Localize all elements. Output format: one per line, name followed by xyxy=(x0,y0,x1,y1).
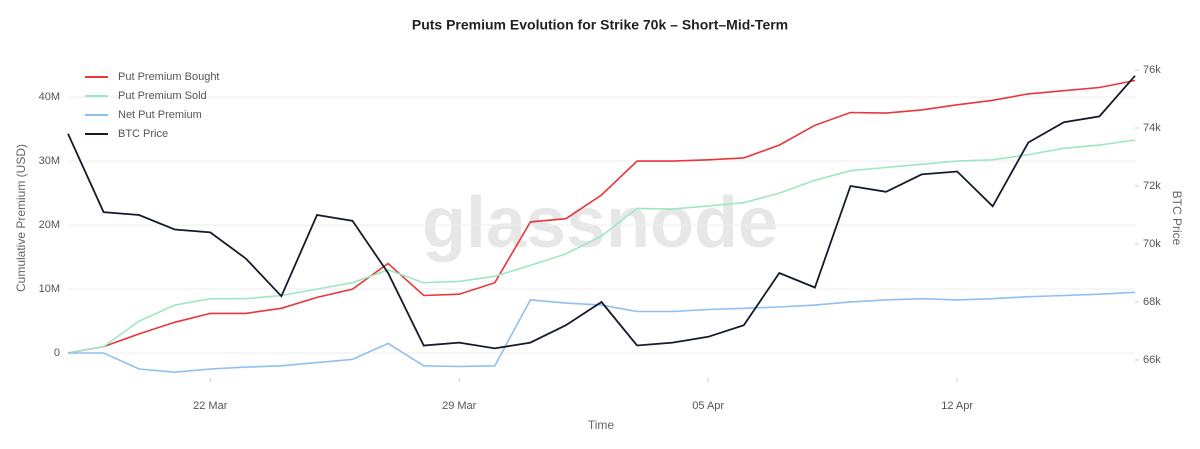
y2-tick-label: 66k xyxy=(1143,354,1161,366)
x-axis-title: Time xyxy=(588,418,615,432)
series-line xyxy=(68,291,1136,374)
x-tick-label: 05 Apr xyxy=(692,400,724,412)
y-tick-label: 10M xyxy=(39,283,60,295)
y2-tick-label: 70k xyxy=(1143,238,1161,250)
legend-label: Put Premium Sold xyxy=(118,90,207,102)
series-line xyxy=(67,139,1136,354)
x-tick-label: 22 Mar xyxy=(193,400,228,412)
y-axis-title: Cumulative Premium (USD) xyxy=(14,144,28,292)
y2-tick-label: 72k xyxy=(1143,180,1161,192)
watermark: glassnode xyxy=(422,183,778,263)
y-tick-label: 40M xyxy=(39,91,60,103)
y-tick-label: 30M xyxy=(39,155,60,167)
series-line xyxy=(67,75,1136,350)
legend-label: Net Put Premium xyxy=(118,109,202,121)
x-tick-label: 12 Apr xyxy=(941,400,973,412)
chart-title: Puts Premium Evolution for Strike 70k – … xyxy=(412,17,788,33)
y2-tick-label: 74k xyxy=(1143,122,1161,134)
y-tick-label: 20M xyxy=(39,219,60,231)
series-line xyxy=(67,79,1136,354)
y2-tick-label: 68k xyxy=(1143,296,1161,308)
legend-label: Put Premium Bought xyxy=(118,71,220,83)
legend-label: BTC Price xyxy=(118,128,168,140)
y2-axis-title: BTC Price xyxy=(1170,191,1184,246)
x-tick-label: 29 Mar xyxy=(442,400,477,412)
y-tick-label: 0 xyxy=(54,347,60,359)
y2-tick-label: 76k xyxy=(1143,64,1161,76)
